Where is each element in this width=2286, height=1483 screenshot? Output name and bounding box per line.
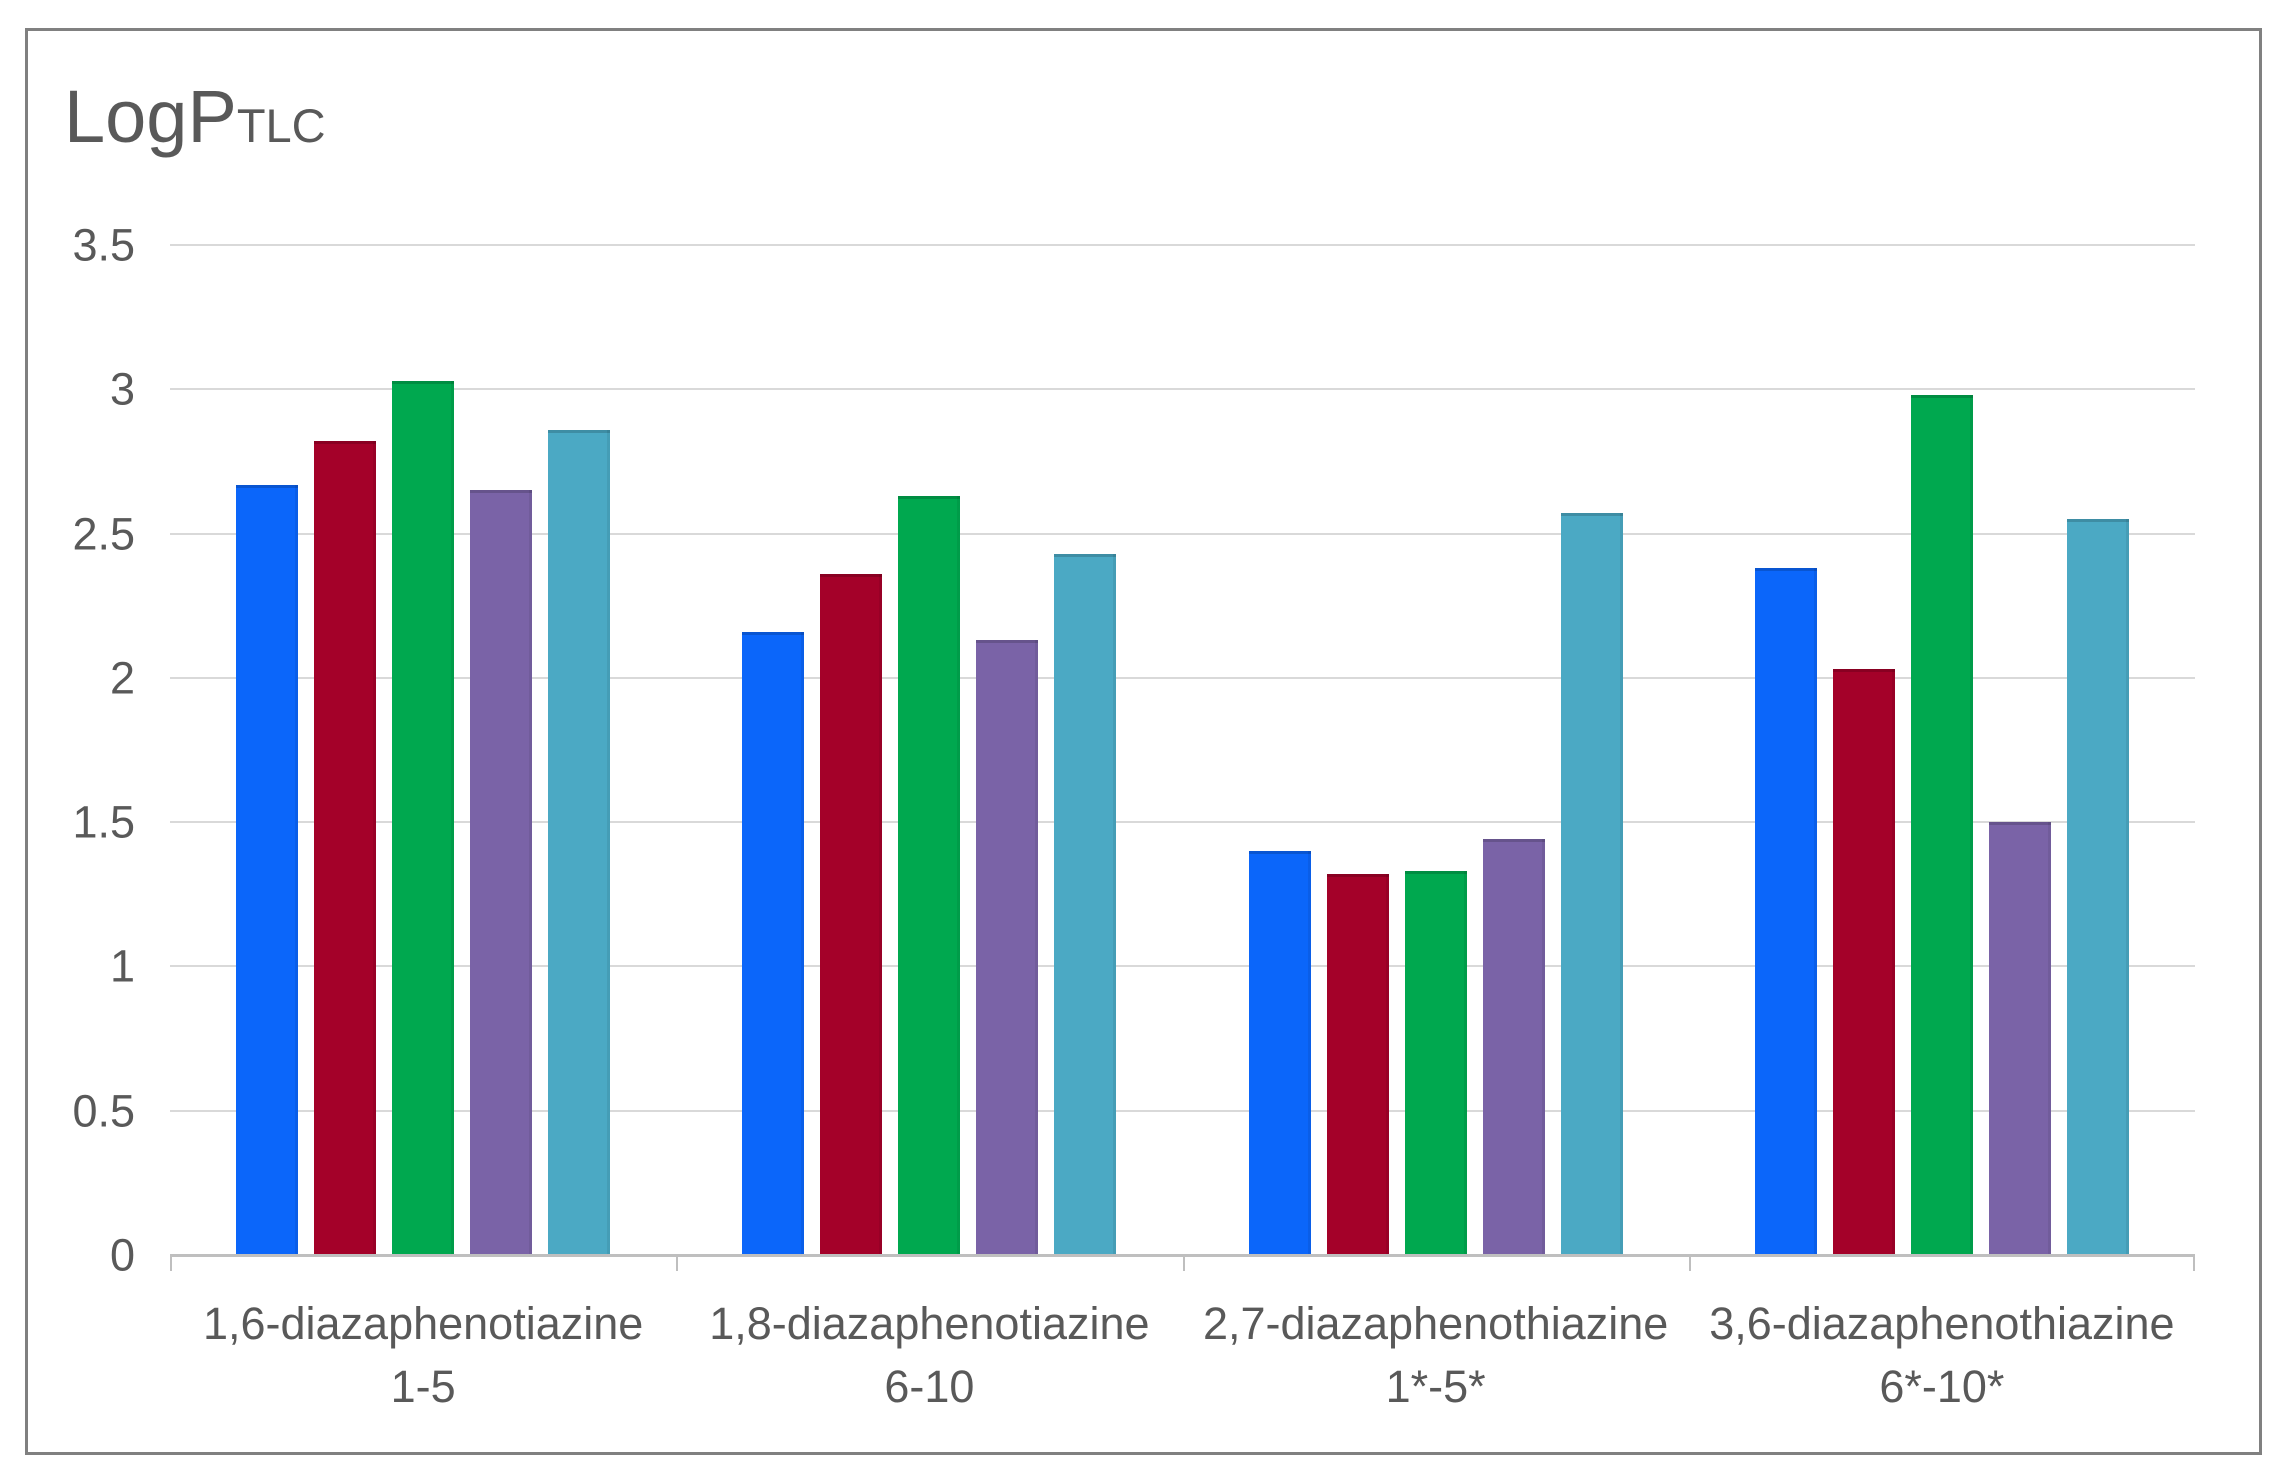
- chart-title-main: LogP: [64, 75, 237, 158]
- category-label-line1: 3,6-diazaphenothiazine: [1709, 1298, 2175, 1349]
- y-tick-label: 2: [109, 652, 135, 704]
- category-label: 1,8-diazaphenotiazine 6-10: [676, 1292, 1182, 1418]
- bar-teal: [1560, 513, 1623, 1255]
- bar-purple: [976, 640, 1039, 1255]
- y-tick-label: 1.5: [72, 796, 135, 848]
- x-axis-category-labels: 1,6-diazaphenotiazine 1-5 1,8-diazaphenoti…: [170, 1292, 2195, 1418]
- x-axis-ticks: [170, 1255, 2195, 1273]
- category-label-line1: 2,7-diazaphenothiazine: [1202, 1298, 1669, 1349]
- bar-dark-red: [1832, 669, 1895, 1255]
- y-tick-label: 0: [109, 1229, 135, 1281]
- bar-blue: [1754, 568, 1817, 1255]
- y-axis-labels: 3.5 3 2.5 2 1.5 1 0.5 0: [10, 223, 135, 1278]
- bar-groups-row: [170, 245, 2195, 1255]
- gridline: [170, 1109, 2195, 1112]
- bar-group: [676, 245, 1182, 1255]
- y-tick-label: 3: [109, 363, 135, 415]
- category-label-line2: 6*-10*: [1879, 1361, 2005, 1412]
- y-tick-label: 2.5: [72, 508, 135, 560]
- bar-group: [1689, 245, 2195, 1255]
- axis-tick-mark: [676, 1255, 679, 1271]
- gridline: [170, 388, 2195, 391]
- category-label: 2,7-diazaphenothiazine 1*-5*: [1183, 1292, 1689, 1418]
- bar-purple: [470, 490, 533, 1255]
- bar-blue: [1248, 851, 1311, 1255]
- gridline: [170, 676, 2195, 679]
- bar-teal: [1054, 553, 1117, 1255]
- bar-blue: [742, 631, 805, 1255]
- gridline: [170, 244, 2195, 246]
- axis-tick-mark: [2193, 1255, 2195, 1271]
- bar-teal: [2066, 519, 2129, 1255]
- bar-dark-red: [1326, 874, 1389, 1255]
- y-tick-label: 0.5: [72, 1085, 135, 1137]
- gridline: [170, 965, 2195, 968]
- bar-green: [1910, 395, 1973, 1255]
- plot-area: [170, 244, 2195, 1257]
- category-label-line2: 1-5: [390, 1361, 456, 1412]
- category-label-line1: 1,8-diazaphenotiazine: [709, 1298, 1150, 1349]
- bar-green: [1404, 871, 1467, 1255]
- bar-group: [170, 245, 676, 1255]
- category-label-line2: 1*-5*: [1385, 1361, 1486, 1412]
- category-label-line1: 1,6-diazaphenotiazine: [202, 1298, 644, 1349]
- gridline: [170, 821, 2195, 824]
- bar-green: [898, 496, 961, 1255]
- axis-tick-mark: [170, 1255, 172, 1271]
- gridline: [170, 532, 2195, 535]
- bar-group: [1183, 245, 1689, 1255]
- bar-green: [392, 380, 455, 1255]
- bar-purple: [1482, 839, 1545, 1255]
- y-tick-label: 3.5: [72, 219, 135, 271]
- category-label: 3,6-diazaphenothiazine 6*-10*: [1689, 1292, 2195, 1418]
- axis-tick-mark: [1182, 1255, 1185, 1271]
- bar-dark-red: [820, 573, 883, 1255]
- chart-title-subscript: TLC: [236, 99, 326, 152]
- axis-tick-mark: [1688, 1255, 1691, 1271]
- chart-title: LogPTLC: [64, 74, 326, 159]
- bar-teal: [548, 429, 611, 1255]
- x-axis-line: [170, 1254, 2195, 1257]
- y-tick-label: 1: [109, 940, 135, 992]
- category-label-line2: 6-10: [884, 1361, 975, 1412]
- bar-dark-red: [314, 441, 377, 1255]
- category-label: 1,6-diazaphenotiazine 1-5: [170, 1292, 676, 1418]
- bar-purple: [1988, 822, 2051, 1255]
- bar-blue: [236, 484, 299, 1255]
